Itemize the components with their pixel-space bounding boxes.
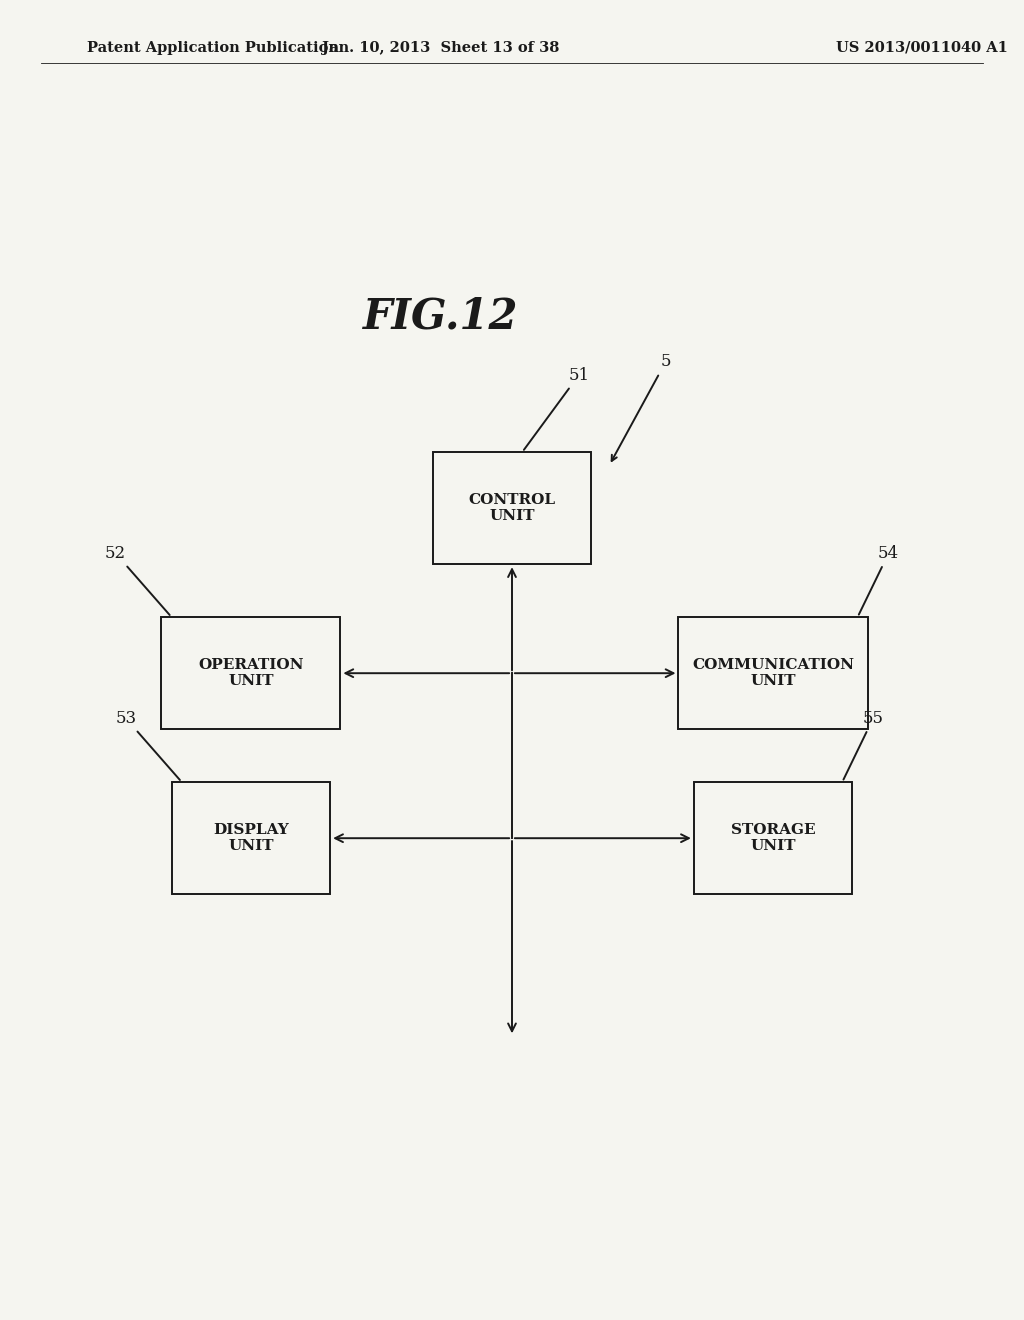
Text: 55: 55 xyxy=(844,710,884,780)
Text: OPERATION
UNIT: OPERATION UNIT xyxy=(198,659,304,688)
Bar xyxy=(432,451,592,565)
Text: US 2013/0011040 A1: US 2013/0011040 A1 xyxy=(836,41,1008,54)
Text: FIG.12: FIG.12 xyxy=(362,296,518,338)
Text: Patent Application Publication: Patent Application Publication xyxy=(87,41,339,54)
Bar xyxy=(678,618,867,729)
Bar xyxy=(162,618,340,729)
Bar xyxy=(694,781,852,895)
Text: DISPLAY
UNIT: DISPLAY UNIT xyxy=(213,824,289,853)
Text: COMMUNICATION
UNIT: COMMUNICATION UNIT xyxy=(692,659,854,688)
Text: STORAGE
UNIT: STORAGE UNIT xyxy=(731,824,815,853)
Text: 53: 53 xyxy=(115,710,180,780)
Text: 54: 54 xyxy=(859,545,899,615)
Bar xyxy=(171,781,330,895)
Text: CONTROL
UNIT: CONTROL UNIT xyxy=(468,494,556,523)
Text: 5: 5 xyxy=(611,354,671,461)
Text: 52: 52 xyxy=(105,545,170,615)
Text: 51: 51 xyxy=(524,367,590,450)
Text: Jan. 10, 2013  Sheet 13 of 38: Jan. 10, 2013 Sheet 13 of 38 xyxy=(322,41,559,54)
